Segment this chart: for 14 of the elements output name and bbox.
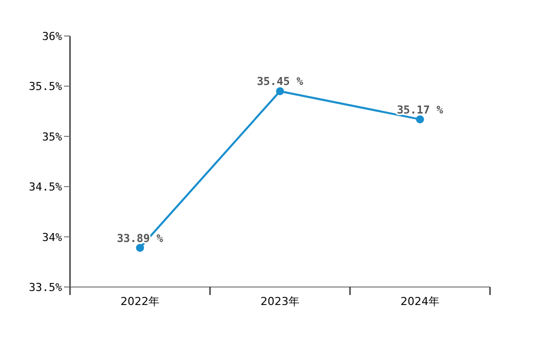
- point: [416, 115, 424, 124]
- x-tick-label: 2023年: [260, 295, 300, 308]
- point: [136, 244, 144, 252]
- x-tick-label: 2022年: [120, 295, 160, 308]
- y-tick-label: 36%: [42, 30, 62, 43]
- data-label: 35.17 %: [396, 103, 444, 116]
- y-tick-label: 34.5%: [28, 180, 62, 194]
- y-tick-label: 35%: [42, 130, 62, 144]
- y-tick-label: 35.5%: [28, 80, 62, 94]
- point: [276, 87, 284, 96]
- y-tick-label: 33.5%: [28, 281, 62, 294]
- y-tick-label: 34%: [42, 230, 62, 244]
- x-tick-label: 2024年: [400, 295, 440, 308]
- data-label: 35.45 %: [256, 75, 304, 88]
